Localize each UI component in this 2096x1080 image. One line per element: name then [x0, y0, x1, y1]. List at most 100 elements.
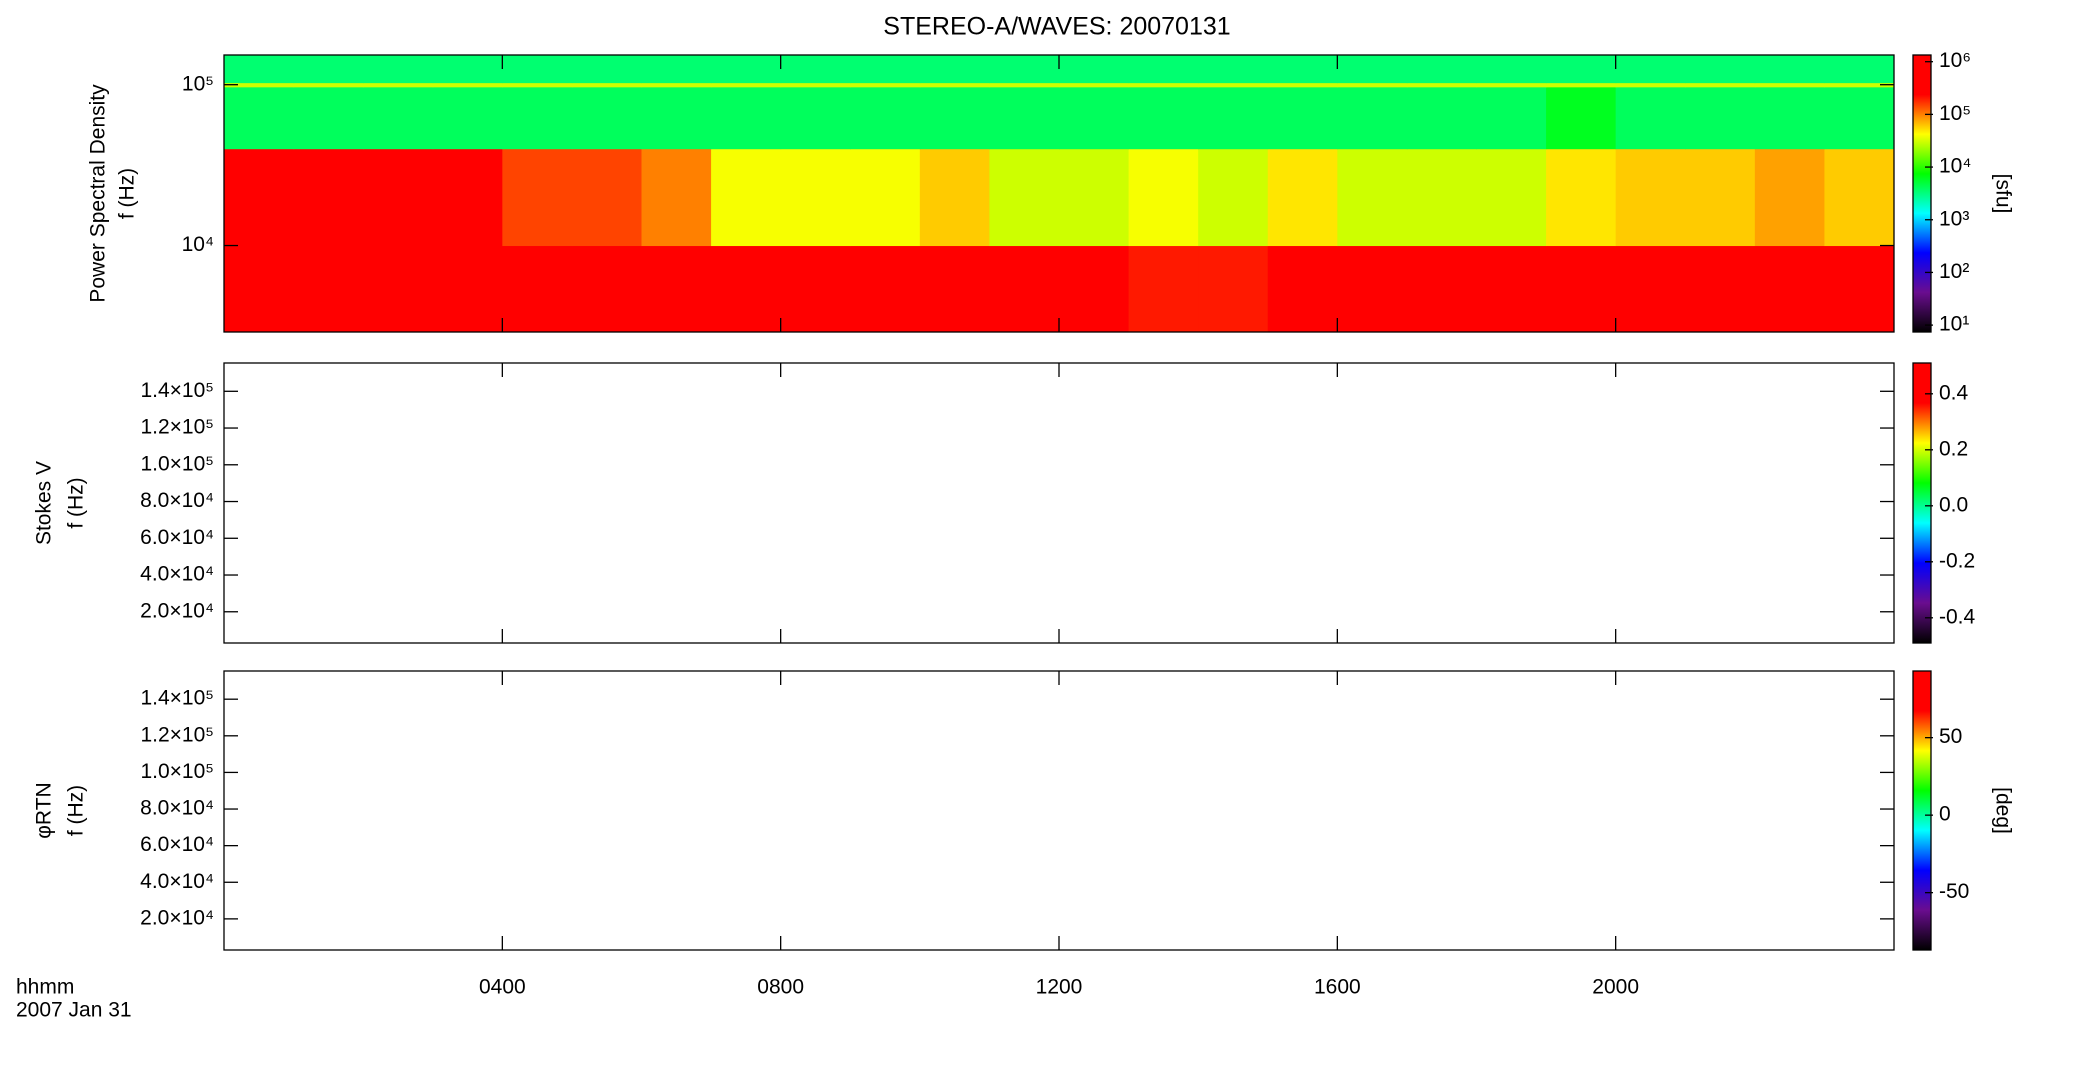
heatmap-cell	[571, 245, 642, 333]
heatmap-cell	[919, 82, 990, 88]
colorbar-tick-label: 10²	[1939, 260, 1969, 283]
colorbar-tick-label: 0.4	[1939, 381, 1969, 404]
heatmap-cell	[1059, 82, 1130, 88]
heatmap-cell	[780, 148, 851, 247]
heatmap-cell	[293, 148, 364, 247]
heatmap-cell	[224, 82, 295, 88]
heatmap-cell	[502, 86, 573, 150]
heatmap-cell	[224, 148, 295, 247]
colorbar-tick-label: 0.0	[1939, 493, 1968, 516]
heatmap-cell	[1685, 245, 1756, 333]
heatmap-cell	[641, 245, 712, 333]
heatmap-cell	[850, 148, 921, 247]
heatmap-cell	[571, 86, 642, 150]
x-tick-label: 0800	[757, 976, 804, 999]
y-tick-label: 2.0×10⁴	[140, 906, 214, 929]
y-tick-label: 1.4×10⁵	[140, 687, 214, 710]
heatmap-cell	[1337, 245, 1408, 333]
heatmap-cell	[1406, 55, 1477, 84]
x-tick-label: 2000	[1592, 976, 1639, 999]
heatmap-cell	[1337, 55, 1408, 84]
y-tick-label: 1.0×10⁵	[140, 760, 214, 783]
colorbar	[1912, 54, 1932, 333]
heatmap-cell	[224, 245, 295, 333]
heatmap-cell	[1198, 245, 1269, 333]
heatmap-cell	[1615, 245, 1686, 333]
colorbar-tick-label: -0.4	[1939, 605, 1976, 628]
heatmap-cell	[1267, 245, 1338, 333]
heatmap-cell	[1267, 148, 1338, 247]
x-axis-label: 2007 Jan 31	[16, 999, 132, 1022]
heatmap-cell	[1406, 148, 1477, 247]
heatmap-cell	[1685, 82, 1756, 88]
colorbar-tick-label: 10³	[1939, 207, 1969, 230]
heatmap-cell	[1128, 148, 1199, 247]
heatmap-cell	[1685, 86, 1756, 150]
heatmap-cell	[1615, 86, 1686, 150]
heatmap-cell	[919, 86, 990, 150]
colorbar-tick-label: 10¹	[1939, 313, 1969, 336]
y-axis-label: f (Hz)	[65, 785, 88, 836]
heatmap-cell	[1476, 55, 1547, 84]
heatmap-cell	[1615, 55, 1686, 84]
y-axis-label: Power Spectral Density	[87, 84, 110, 303]
heatmap-cell	[502, 245, 573, 333]
heatmap-cell	[293, 55, 364, 84]
heatmap-cell	[1754, 55, 1825, 84]
heatmap-cell	[850, 245, 921, 333]
heatmap-cell	[432, 148, 503, 247]
heatmap-cell	[293, 86, 364, 150]
heatmap-cell	[363, 86, 434, 150]
heatmap-cell	[1406, 86, 1477, 150]
heatmap-cell	[641, 82, 712, 88]
heatmap-cell	[711, 82, 782, 88]
heatmap-cell	[1337, 148, 1408, 247]
heatmap-cell	[1267, 86, 1338, 150]
heatmap-cell	[1754, 86, 1825, 150]
y-tick-label: 6.0×10⁴	[140, 833, 214, 856]
y-tick-label: 8.0×10⁴	[140, 797, 214, 820]
heatmap-cell	[850, 86, 921, 150]
heatmap-cell	[919, 245, 990, 333]
heatmap-cell	[1128, 245, 1199, 333]
heatmap-cell	[1128, 55, 1199, 84]
heatmap-cell	[1546, 82, 1617, 88]
heatmap-cell	[1685, 148, 1756, 247]
x-tick-label: 1600	[1314, 976, 1361, 999]
heatmap-cell	[1824, 148, 1895, 247]
heatmap-cell	[1267, 55, 1338, 84]
heatmap-cell	[711, 245, 782, 333]
heatmap-cell	[1476, 86, 1547, 150]
heatmap-cell	[850, 82, 921, 88]
x-tick-label: 0400	[479, 976, 526, 999]
heatmap-cell	[989, 245, 1060, 333]
y-axis-label: f (Hz)	[116, 168, 139, 219]
heatmap-cell	[641, 55, 712, 84]
x-axis-label: hhmm	[16, 976, 74, 999]
colorbar-tick-label: 10⁵	[1939, 102, 1971, 125]
heatmap-cell	[363, 245, 434, 333]
plot-frame	[223, 670, 1895, 951]
heatmap-cell	[1198, 86, 1269, 150]
heatmap-cell	[571, 82, 642, 88]
heatmap-cell	[989, 86, 1060, 150]
plot-frame	[223, 362, 1895, 644]
heatmap-cell	[850, 55, 921, 84]
heatmap-cell	[502, 148, 573, 247]
heatmap-cell	[1198, 148, 1269, 247]
heatmap-cell	[1546, 245, 1617, 333]
heatmap-cell	[1824, 86, 1895, 150]
y-tick-label: 1.0×10⁵	[140, 452, 214, 475]
heatmap-cell	[1754, 82, 1825, 88]
heatmap-cell	[1337, 82, 1408, 88]
colorbar-tick-label: 10⁶	[1939, 49, 1971, 72]
colorbar-tick-label: 10⁴	[1939, 155, 1971, 178]
heatmap-cell	[363, 82, 434, 88]
heatmap-cell	[780, 55, 851, 84]
heatmap-cell	[363, 148, 434, 247]
heatmap-cell	[1754, 148, 1825, 247]
heatmap-cell	[432, 86, 503, 150]
heatmap-cell	[989, 82, 1060, 88]
heatmap-cell	[1406, 245, 1477, 333]
